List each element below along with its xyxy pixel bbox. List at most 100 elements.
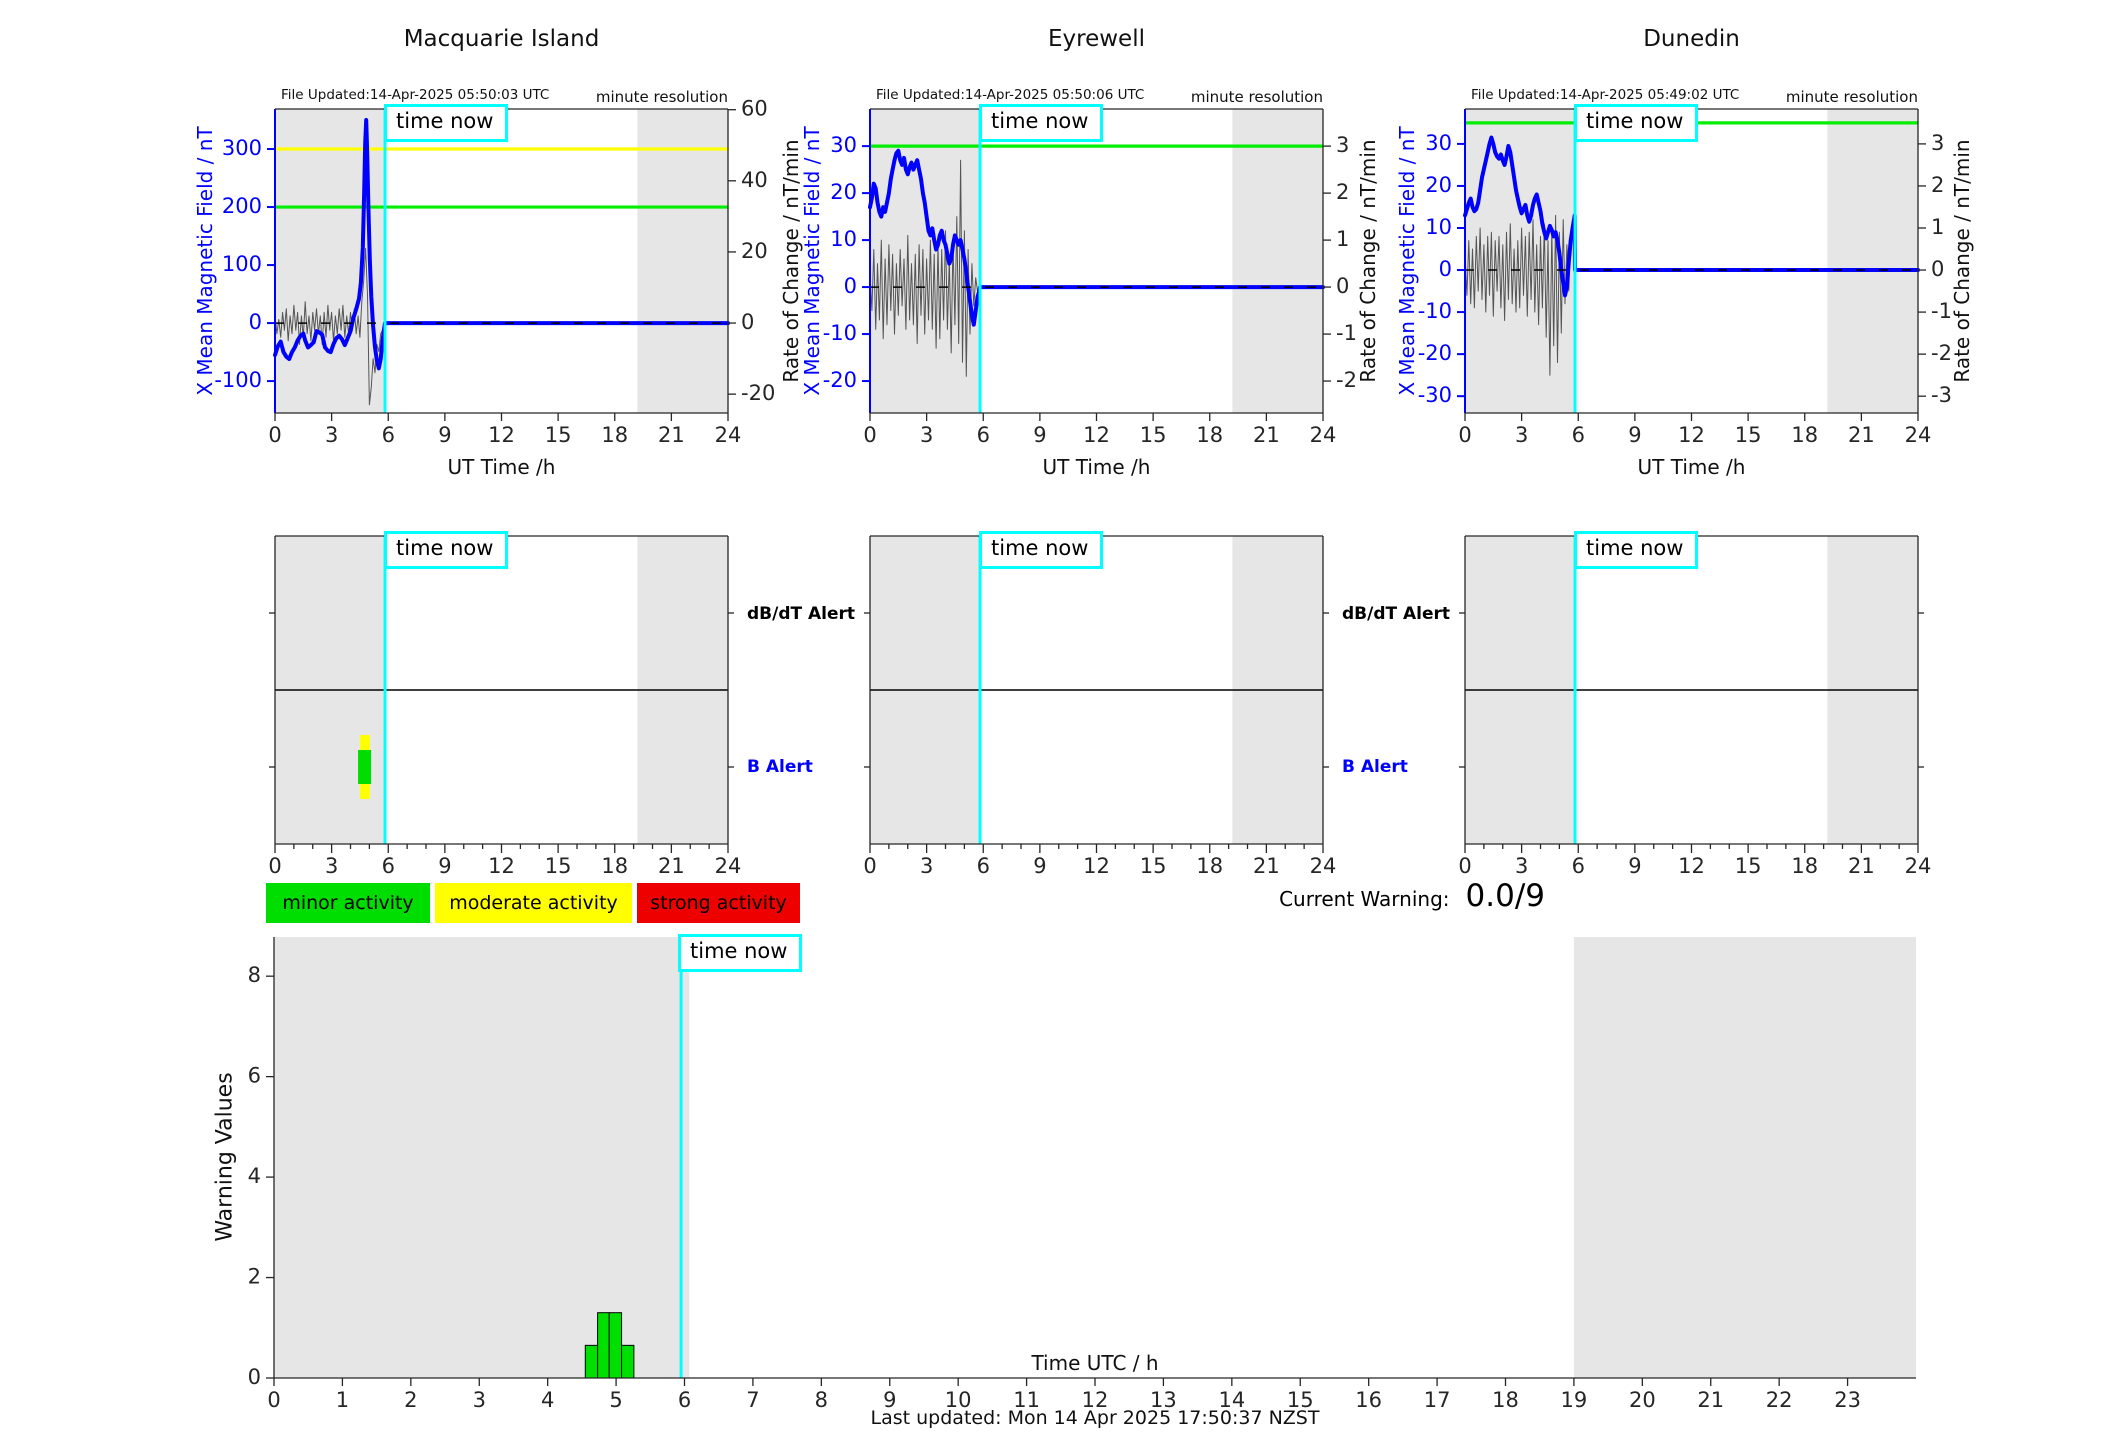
xtick-label-dunedin: 6 [1572,423,1585,447]
ytick-label-right-macquarie: 20 [741,239,768,263]
alert-xtick-label-macquarie: 21 [658,854,685,878]
time-now-flag-top-macquarie: time now [384,104,509,142]
field-line-eyrewell [868,148,1325,327]
alert-xtick-label-dunedin: 3 [1515,854,1528,878]
warning-forecast-shade [1573,937,1916,1378]
xtick-label-dunedin: 0 [1458,423,1471,447]
ytick-label-left-dunedin: 20 [1425,173,1452,197]
field-line-dunedin [1463,135,1920,298]
xtick-label-macquarie: 0 [268,423,281,447]
xtick-label-macquarie: 24 [715,423,742,447]
xtick-label-eyrewell: 6 [977,423,990,447]
warning-xtick-label: 15 [1287,1388,1314,1412]
alert-xtick-label-dunedin: 15 [1735,854,1762,878]
ytick-label-left-dunedin: 0 [1439,257,1452,281]
forecast-shade-dunedin [1827,109,1918,413]
ytick-label-left-macquarie: -100 [214,368,262,392]
alert-xtick-label-eyrewell: 24 [1310,854,1337,878]
ylabel-field-macquarie: X Mean Magnetic Field / nT [193,126,217,396]
ytick-label-left-dunedin: -20 [1418,341,1452,365]
ytick-label-right-eyrewell: 1 [1336,227,1349,251]
ytick-label-right-eyrewell: 3 [1336,133,1349,157]
xlabel-time-utc: Time UTC / h [1031,1351,1159,1375]
file-updated-macquarie: File Updated:14-Apr-2025 05:50:03 UTC [281,87,550,103]
ytick-label-right-dunedin: -1 [1931,299,1952,323]
alert-xtick-label-dunedin: 18 [1791,854,1818,878]
ytick-label-right-macquarie: 60 [741,97,768,121]
rate-of-change-line-eyrewell [869,159,980,377]
alert-xtick-label-macquarie: 18 [601,854,628,878]
xtick-label-macquarie: 3 [325,423,338,447]
file-updated-dunedin: File Updated:14-Apr-2025 05:49:02 UTC [1471,87,1740,103]
warning-xtick-label: 13 [1150,1388,1177,1412]
warning-xtick-label: 21 [1697,1388,1724,1412]
warning-xtick-label: 1 [336,1388,349,1412]
alert-xtick-label-dunedin: 6 [1572,854,1585,878]
warning-xtick-label: 8 [815,1388,828,1412]
alert-xtick-label-macquarie: 0 [268,854,281,878]
alert-xtick-label-eyrewell: 21 [1253,854,1280,878]
ytick-label-right-macquarie: 40 [741,168,768,192]
ytick-label-right-eyrewell: 2 [1336,180,1349,204]
forecast-shade-macquarie [637,109,728,413]
b-alert-bar-macquarie-1 [358,750,372,784]
xtick-label-dunedin: 21 [1848,423,1875,447]
rate-of-change-line-dunedin [1464,214,1575,376]
alert-xtick-label-eyrewell: 18 [1196,854,1223,878]
warning-xtick-label: 23 [1834,1388,1861,1412]
alert-xtick-label-dunedin: 21 [1848,854,1875,878]
ytick-label-left-dunedin: -30 [1418,383,1452,407]
ytick-label-left-dunedin: 10 [1425,215,1452,239]
ytick-label-left-macquarie: 100 [222,252,262,276]
ytick-label-left-macquarie: 300 [222,136,262,160]
warning-xtick-label: 7 [746,1388,759,1412]
xtick-label-dunedin: 12 [1678,423,1705,447]
dbdt-alert-label-eyrewell: dB/dT Alert [1342,604,1451,624]
current-warning-label: Current Warning: [1279,887,1450,911]
field-line-macquarie [273,118,730,371]
warning-xtick-label: 11 [1013,1388,1040,1412]
alert-xtick-label-macquarie: 9 [438,854,451,878]
alert-xtick-label-dunedin: 12 [1678,854,1705,878]
alert-xtick-label-dunedin: 9 [1628,854,1641,878]
ytick-label-left-eyrewell: 20 [830,180,857,204]
xtick-label-eyrewell: 3 [920,423,933,447]
last-updated-text: Last updated: Mon 14 Apr 2025 17:50:37 N… [870,1407,1320,1429]
warning-xtick-label: 10 [945,1388,972,1412]
warning-ytick-label: 4 [248,1164,261,1188]
alert-xtick-label-macquarie: 15 [545,854,572,878]
warning-xtick-label: 18 [1492,1388,1519,1412]
warning-xtick-label: 22 [1766,1388,1793,1412]
ytick-label-left-eyrewell: -20 [823,368,857,392]
xtick-label-macquarie: 12 [488,423,515,447]
alert-xtick-label-macquarie: 6 [382,854,395,878]
xlabel-macquarie: UT Time /h [447,455,556,479]
xtick-label-macquarie: 6 [382,423,395,447]
warning-xtick-label: 14 [1218,1388,1245,1412]
ytick-label-left-dunedin: 30 [1425,131,1452,155]
b-alert-label-macquarie: B Alert [747,757,813,777]
ytick-label-left-eyrewell: 30 [830,133,857,157]
ytick-label-right-eyrewell: 0 [1336,274,1349,298]
alert-xtick-label-eyrewell: 9 [1033,854,1046,878]
alert-xtick-label-macquarie: 3 [325,854,338,878]
alert-xtick-label-macquarie: 12 [488,854,515,878]
minute-resolution-macquarie: minute resolution [595,88,728,106]
ytick-label-right-eyrewell: -1 [1336,321,1357,345]
warning-ytick-label: 2 [248,1265,261,1289]
minute-resolution-eyrewell: minute resolution [1190,88,1323,106]
time-now-flag-alert-eyrewell: time now [979,531,1104,569]
ytick-label-right-dunedin: 0 [1931,257,1944,281]
file-updated-eyrewell: File Updated:14-Apr-2025 05:50:06 UTC [876,87,1145,103]
xtick-label-eyrewell: 12 [1083,423,1110,447]
alert-xtick-label-eyrewell: 15 [1140,854,1167,878]
legend-minor-activity: minor activity [266,883,430,923]
time-now-flag-alert-macquarie: time now [384,531,509,569]
xlabel-dunedin: UT Time /h [1637,455,1746,479]
ytick-label-right-macquarie: 0 [741,310,754,334]
xtick-label-eyrewell: 21 [1253,423,1280,447]
dbdt-alert-label-macquarie: dB/dT Alert [747,604,856,624]
xtick-label-dunedin: 18 [1791,423,1818,447]
ytick-label-left-eyrewell: 10 [830,227,857,251]
